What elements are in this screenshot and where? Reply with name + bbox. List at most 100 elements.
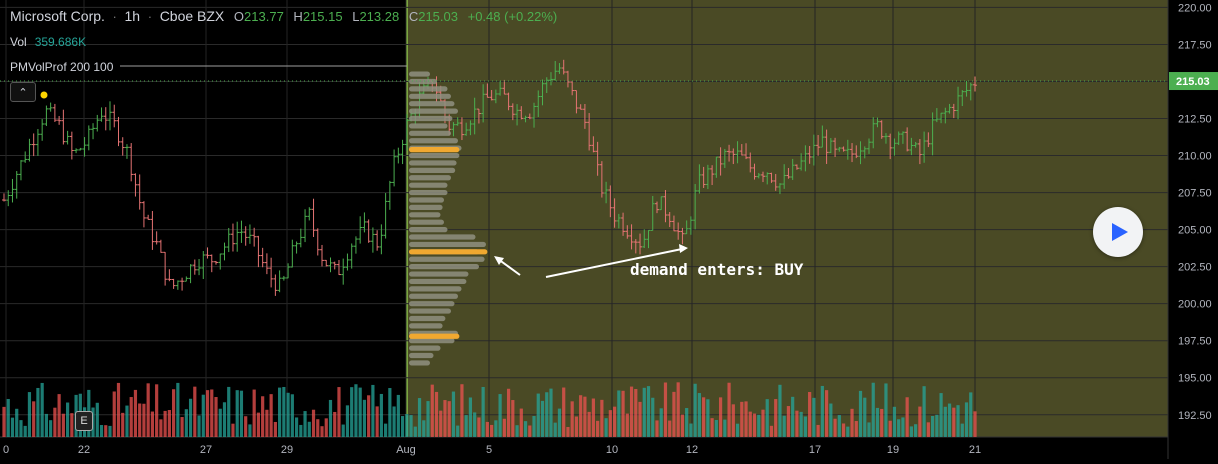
volume-bar	[265, 409, 269, 437]
volume-bar	[943, 406, 947, 437]
volume-profile-bar	[409, 219, 444, 225]
volume-bar	[116, 382, 121, 437]
volume-bar	[439, 410, 443, 437]
open-key: O	[233, 9, 245, 24]
volume-bar	[2, 406, 6, 437]
volume-bar	[261, 396, 265, 437]
volume-bar	[337, 387, 341, 437]
volume-profile-bar	[409, 278, 467, 285]
volume-bar	[875, 407, 880, 437]
high-value: 215.15	[302, 9, 343, 24]
volume-bar	[184, 409, 188, 437]
volume-bar	[672, 391, 676, 437]
volume-bar	[515, 425, 519, 437]
volume-bar	[201, 394, 205, 437]
volume-bar	[430, 384, 434, 437]
volume-bar	[303, 411, 307, 437]
volume-bar	[829, 403, 833, 437]
volume-bar	[362, 399, 367, 437]
low-value: 213.28	[359, 9, 400, 24]
x-tick-label: 27	[200, 444, 212, 456]
volume-bar	[248, 424, 252, 437]
volume-profile-bar	[409, 123, 448, 129]
exchange: Cboe BZX	[159, 8, 225, 24]
volume-bar	[367, 395, 371, 437]
volume-bar	[299, 424, 303, 437]
volume-bar	[350, 387, 354, 437]
volume-bar	[473, 412, 477, 437]
volume-bar	[36, 387, 40, 437]
volume-bar	[95, 402, 99, 437]
annotation-arrowhead-1	[494, 256, 504, 265]
event-dot	[40, 91, 48, 99]
volume-bar	[99, 425, 104, 437]
x-tick-label: 10	[606, 444, 618, 456]
volume-bar	[142, 403, 146, 437]
volume-bar	[837, 415, 841, 437]
volume-bar	[244, 416, 248, 437]
volume-bar	[935, 414, 939, 437]
volume-bar	[549, 388, 553, 437]
volume-bar	[646, 386, 651, 437]
close-value: 215.03	[418, 9, 458, 24]
volume-bar	[57, 394, 61, 437]
volume-value: 359.686K	[34, 35, 87, 49]
volume-bar	[214, 397, 218, 437]
x-tick-label: 21	[969, 444, 981, 456]
interval[interactable]: 1h	[124, 8, 141, 24]
volume-bar	[333, 411, 337, 437]
volume-bar	[892, 406, 897, 437]
volume-bar	[897, 419, 901, 437]
volume-bar	[735, 423, 740, 437]
volume-bar	[922, 386, 926, 437]
volume-profile-bar	[409, 360, 430, 366]
volume-bar	[108, 425, 112, 437]
volume-bar	[197, 415, 201, 437]
earnings-marker[interactable]: E	[75, 411, 93, 431]
volume-bar	[61, 413, 65, 437]
volume-bar	[570, 401, 574, 437]
volume-bar	[816, 424, 820, 437]
volume-profile-bar	[409, 160, 457, 166]
volume-bar	[218, 408, 222, 437]
volume-label: Vol	[10, 35, 27, 49]
indicator-legend[interactable]: PMVolProf 200 100	[10, 60, 113, 74]
volume-bar	[354, 384, 358, 437]
volume-bar	[210, 389, 214, 437]
volume-profile-bar	[409, 323, 443, 329]
volume-bar	[820, 385, 824, 437]
y-tick-label: 200.00	[1178, 299, 1212, 311]
volume-bar	[477, 417, 481, 437]
volume-bar	[252, 389, 256, 437]
volume-bar	[159, 419, 163, 437]
volume-bar	[676, 382, 680, 437]
volume-bar	[824, 390, 829, 437]
volume-profile-bar	[409, 189, 448, 196]
volume-bar	[150, 411, 155, 437]
symbol-name[interactable]: Microsoft Corp.	[10, 8, 105, 24]
volume-bar	[964, 402, 969, 437]
volume-bar	[6, 398, 10, 437]
x-tick-label: 0	[3, 444, 9, 456]
volume-bar	[273, 421, 277, 437]
y-tick-label: 205.00	[1178, 225, 1212, 237]
volume-bar	[710, 418, 714, 437]
volume-bar	[774, 399, 778, 437]
volume-profile-bar	[409, 315, 446, 322]
play-icon	[1112, 223, 1128, 241]
volume-bar	[536, 393, 540, 437]
replay-play-button[interactable]	[1093, 207, 1143, 257]
y-tick-label: 197.50	[1178, 336, 1212, 348]
collapse-button[interactable]: ⌃	[10, 82, 36, 102]
volume-bar	[286, 392, 290, 437]
volume-bar	[952, 407, 956, 437]
volume-bar	[909, 426, 913, 437]
volume-bar	[608, 410, 612, 437]
volume-bar	[32, 401, 36, 437]
volume-bar	[528, 425, 532, 437]
volume-bar	[235, 390, 239, 437]
volume-bar	[121, 412, 125, 437]
volume-legend[interactable]: Vol 359.686K	[10, 35, 86, 49]
